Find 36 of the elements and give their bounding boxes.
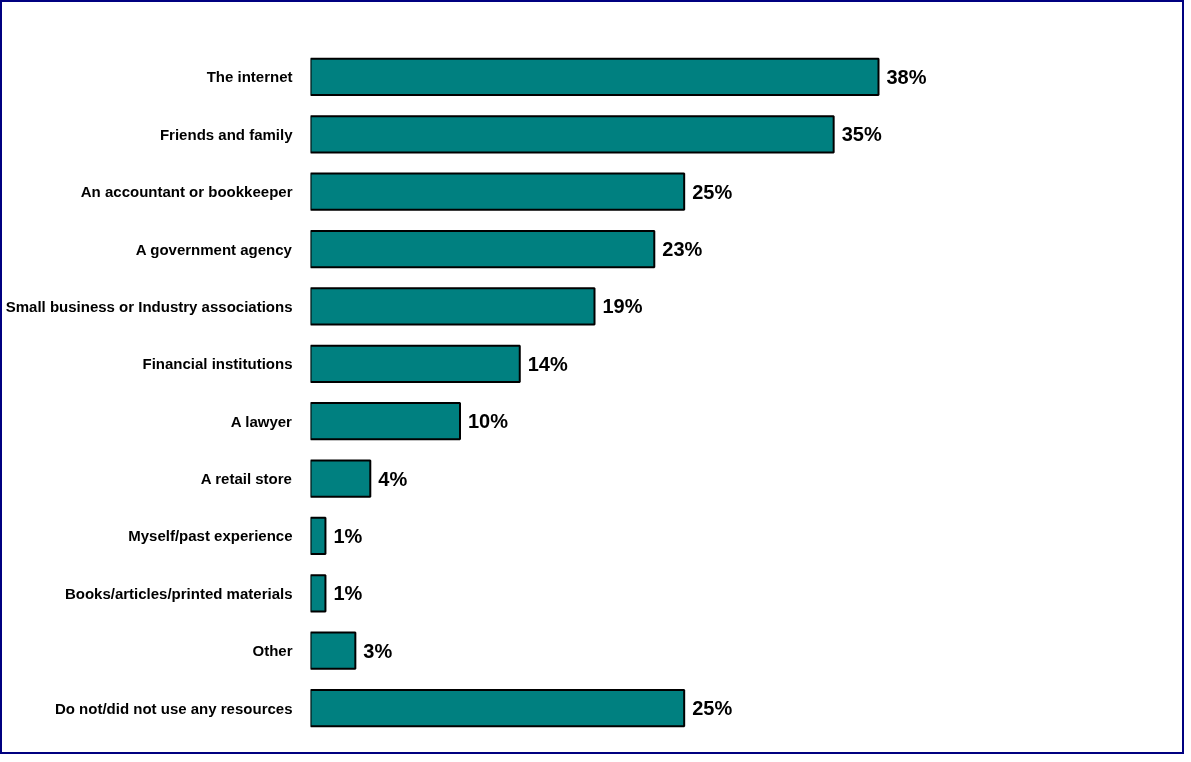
y-tick-label: A lawyer bbox=[230, 412, 293, 430]
data-label: 3% bbox=[363, 639, 393, 662]
bar bbox=[310, 57, 880, 96]
data-label: 38% bbox=[886, 65, 927, 88]
y-tick-label: The internet bbox=[206, 68, 293, 86]
y-tick-label: Financial institutions bbox=[142, 355, 293, 373]
y-tick-label: An accountant or bookkeeper bbox=[80, 183, 293, 201]
bar bbox=[310, 172, 686, 211]
data-label: 10% bbox=[467, 410, 509, 433]
y-tick-label: Small business or Industry associations bbox=[5, 297, 293, 315]
bar bbox=[310, 574, 327, 613]
y-tick-label: A government agency bbox=[135, 240, 293, 258]
y-tick-label: Other bbox=[252, 642, 293, 660]
bar bbox=[310, 287, 596, 326]
bar bbox=[310, 115, 835, 154]
y-tick-label: Myself/past experience bbox=[128, 527, 293, 545]
bar bbox=[310, 344, 521, 383]
data-label: 1% bbox=[333, 582, 363, 605]
data-label: 14% bbox=[527, 352, 569, 375]
bar bbox=[310, 516, 327, 556]
data-label: 25% bbox=[692, 180, 733, 203]
bar bbox=[310, 459, 372, 498]
bar bbox=[310, 229, 656, 269]
y-tick-label: Books/articles/printed materials bbox=[64, 584, 293, 602]
data-label: 4% bbox=[378, 467, 408, 490]
data-label: 19% bbox=[602, 295, 643, 318]
data-label: 1% bbox=[333, 524, 363, 547]
bar bbox=[310, 689, 686, 728]
y-tick-label: Do not/did not use any resources bbox=[54, 699, 293, 717]
y-tick-label: Friends and family bbox=[159, 125, 294, 143]
y-tick-label: A retail store bbox=[200, 470, 292, 488]
data-label: 25% bbox=[692, 697, 733, 720]
bar bbox=[310, 402, 461, 441]
data-label: 35% bbox=[841, 123, 882, 146]
data-label: 23% bbox=[662, 238, 703, 261]
bar bbox=[310, 631, 357, 670]
